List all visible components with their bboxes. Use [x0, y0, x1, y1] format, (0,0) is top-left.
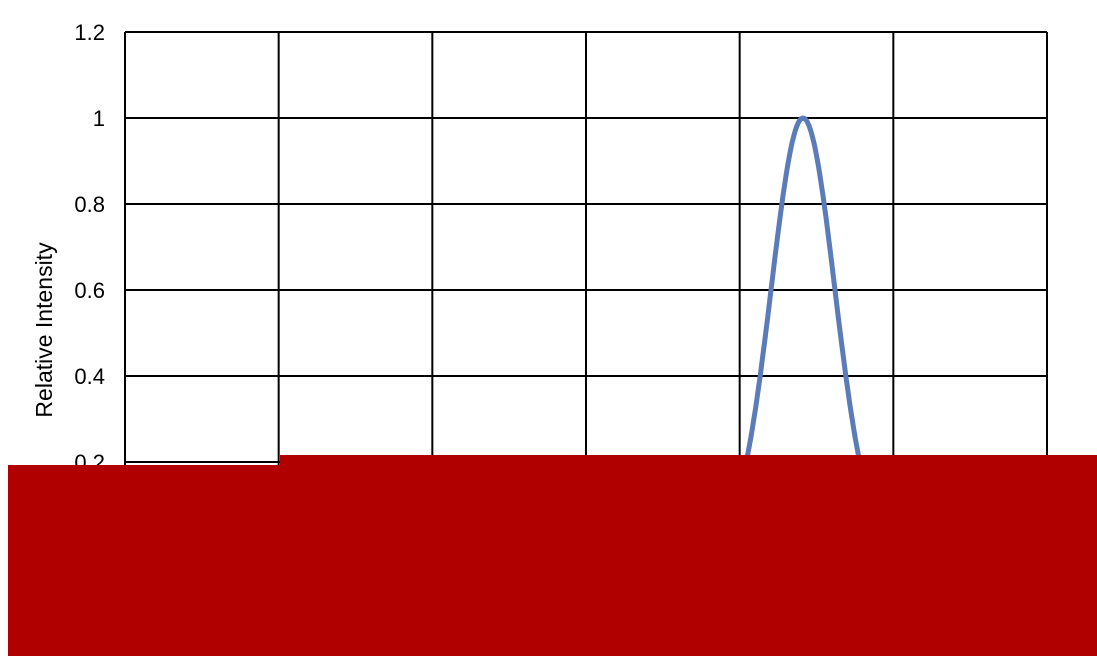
y-tick-label: 0.6 [74, 278, 105, 303]
y-tick-label: 1.2 [74, 20, 105, 45]
corrupted-region [8, 465, 1097, 656]
y-tick-label: 0.4 [74, 364, 105, 389]
y-tick-label: 1 [93, 106, 105, 131]
corrupted-stripe [280, 455, 1097, 465]
y-axis-title: Relative Intensity [31, 242, 57, 418]
y-tick-label: 0.8 [74, 192, 105, 217]
